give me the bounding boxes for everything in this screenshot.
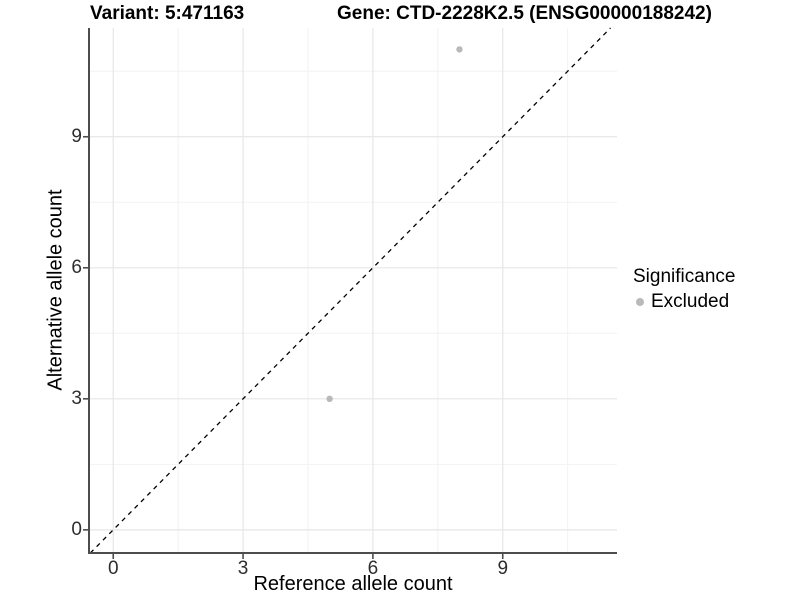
y-tick-label: 0 bbox=[71, 518, 82, 540]
data-point bbox=[456, 46, 463, 53]
plot-title-gene: Gene: CTD-2228K2.5 (ENSG00000188242) bbox=[337, 3, 712, 24]
x-axis-title: Reference allele count bbox=[253, 573, 453, 595]
plot-title-variant: Variant: 5:471163 bbox=[90, 3, 245, 24]
y-tick-label: 3 bbox=[71, 387, 82, 409]
legend-item: Excluded bbox=[633, 291, 735, 313]
legend-items: Excluded bbox=[633, 291, 735, 313]
legend: Significance Excluded bbox=[633, 266, 735, 313]
x-tick-label: 6 bbox=[367, 558, 379, 579]
y-tick-label: 6 bbox=[71, 256, 82, 278]
y-axis-title: Alternative allele count bbox=[44, 189, 67, 391]
data-point bbox=[326, 395, 333, 403]
legend-item-label: Excluded bbox=[651, 291, 730, 312]
x-tick-label: 9 bbox=[497, 558, 509, 579]
y-tick-label: 9 bbox=[71, 125, 82, 147]
legend-key-dot-icon bbox=[636, 298, 644, 306]
legend-title: Significance bbox=[633, 266, 736, 287]
identity-dashed-line bbox=[89, 27, 611, 554]
x-tick-label: 0 bbox=[107, 558, 119, 579]
x-tick-label: 3 bbox=[237, 558, 249, 579]
